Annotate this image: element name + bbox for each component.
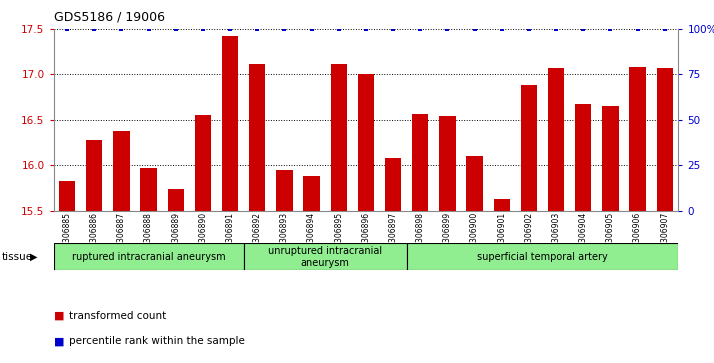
Point — [143, 26, 154, 32]
Point — [415, 26, 426, 32]
Bar — [521, 85, 537, 211]
Bar — [575, 104, 591, 211]
Point — [388, 26, 399, 32]
Point — [116, 26, 127, 32]
Point — [61, 26, 73, 32]
Point — [659, 26, 670, 32]
Text: ruptured intracranial aneurysm: ruptured intracranial aneurysm — [72, 252, 226, 262]
Text: unruptured intracranial
aneurysm: unruptured intracranial aneurysm — [268, 246, 382, 268]
Point — [224, 26, 236, 32]
Bar — [602, 106, 618, 211]
Text: tissue: tissue — [2, 252, 34, 262]
Bar — [439, 116, 456, 211]
Bar — [493, 199, 510, 211]
Point — [605, 26, 616, 32]
Point — [550, 26, 562, 32]
Text: transformed count: transformed count — [69, 311, 166, 321]
Bar — [303, 176, 320, 211]
Bar — [141, 168, 157, 211]
Text: ▶: ▶ — [30, 252, 38, 262]
Point — [361, 26, 372, 32]
Point — [632, 26, 643, 32]
Point — [333, 26, 344, 32]
Point — [278, 26, 290, 32]
Point — [442, 26, 453, 32]
Bar — [358, 74, 374, 211]
Point — [306, 26, 317, 32]
Bar — [466, 156, 483, 211]
Text: ■: ■ — [54, 311, 64, 321]
Bar — [249, 64, 266, 211]
Bar — [276, 170, 293, 211]
Point — [469, 26, 481, 32]
Bar — [59, 180, 75, 211]
Bar — [195, 115, 211, 211]
Bar — [630, 67, 645, 211]
Bar — [657, 68, 673, 211]
Point — [170, 26, 181, 32]
Bar — [54, 243, 243, 270]
Bar — [407, 243, 678, 270]
Bar — [222, 36, 238, 211]
Text: superficial temporal artery: superficial temporal artery — [477, 252, 608, 262]
Bar — [412, 114, 428, 211]
Bar — [114, 131, 130, 211]
Bar — [243, 243, 407, 270]
Bar — [385, 158, 401, 211]
Point — [523, 26, 535, 32]
Point — [89, 26, 100, 32]
Point — [496, 26, 508, 32]
Text: GDS5186 / 19006: GDS5186 / 19006 — [54, 11, 164, 24]
Point — [578, 26, 589, 32]
Bar — [86, 140, 102, 211]
Bar — [168, 189, 184, 211]
Bar — [331, 64, 347, 211]
Point — [197, 26, 208, 32]
Point — [251, 26, 263, 32]
Text: ■: ■ — [54, 336, 64, 346]
Text: percentile rank within the sample: percentile rank within the sample — [69, 336, 245, 346]
Bar — [548, 68, 564, 211]
